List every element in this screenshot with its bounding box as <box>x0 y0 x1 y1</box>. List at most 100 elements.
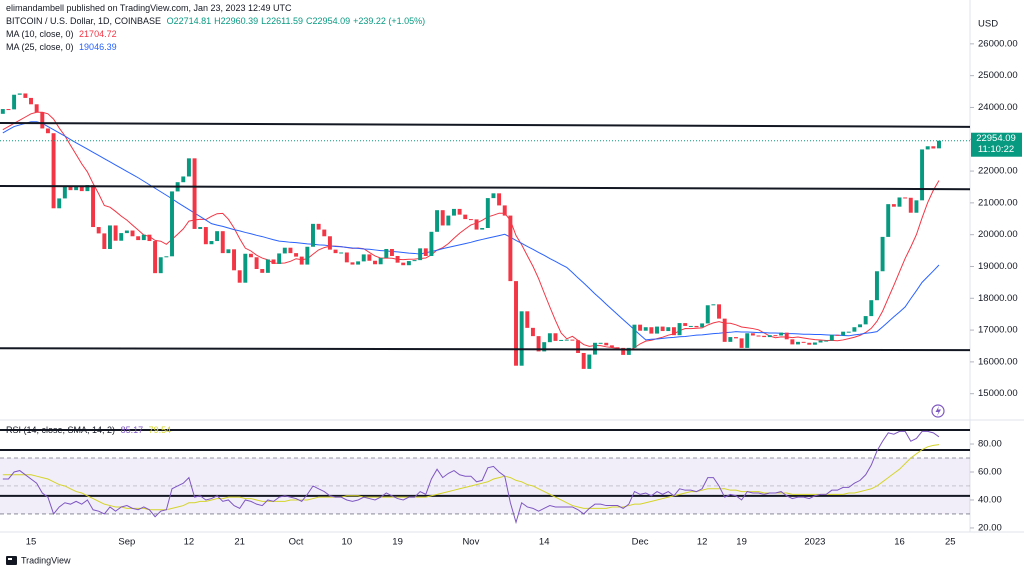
candle <box>119 233 124 241</box>
candle <box>553 333 558 341</box>
candle <box>660 326 665 332</box>
candle <box>192 158 197 229</box>
candle <box>688 325 693 327</box>
y-tick-label: 16000.00 <box>978 356 1018 367</box>
candle <box>265 259 270 273</box>
candle <box>226 249 231 254</box>
candle <box>0 109 5 114</box>
candle <box>576 340 581 353</box>
y-tick-label: 24000.00 <box>978 102 1018 113</box>
candle <box>852 327 857 332</box>
candle <box>671 327 676 336</box>
candle <box>203 227 208 245</box>
candle <box>243 253 248 283</box>
ohlc-value: O22714.81 <box>166 16 212 26</box>
candle <box>604 342 609 346</box>
candle <box>914 200 919 213</box>
candle <box>423 248 428 256</box>
candle <box>395 255 400 263</box>
attribution: elimandambell published on TradingView.c… <box>6 2 295 15</box>
x-tick-label: 14 <box>539 537 550 548</box>
y-tick-label: 80.00 <box>978 439 1002 450</box>
candle <box>649 327 654 334</box>
candle <box>931 146 936 149</box>
candle <box>113 225 118 241</box>
candle <box>908 197 913 213</box>
ohlc-value: C22954.09 <box>306 16 351 26</box>
candle <box>683 323 688 326</box>
candle <box>96 227 101 234</box>
candle <box>570 339 575 341</box>
candle <box>311 223 315 247</box>
candle <box>530 327 535 337</box>
x-tick-label: Nov <box>462 537 479 548</box>
countdown-label: 11:10:22 <box>978 144 1014 155</box>
candle <box>153 241 158 274</box>
candle <box>102 233 107 249</box>
candle <box>767 335 772 338</box>
candle <box>745 333 750 348</box>
rsi-line <box>2 430 940 525</box>
candle <box>801 341 806 343</box>
candle <box>51 133 56 209</box>
level-line <box>0 122 971 128</box>
y-tick-label: 19000.00 <box>978 261 1018 272</box>
candle <box>762 335 767 338</box>
candle <box>863 316 868 325</box>
candle <box>361 254 366 262</box>
y-tick-label: 25000.00 <box>978 70 1018 81</box>
symbol-legend: BITCOIN / U.S. Dollar, 1D, COINBASE O227… <box>6 15 431 28</box>
candle <box>34 104 39 113</box>
candle <box>232 249 237 271</box>
candle <box>248 253 253 258</box>
legend-value: 79.54 <box>148 425 172 435</box>
candle <box>700 323 705 328</box>
candle <box>68 186 73 191</box>
legend-value: 85.17 <box>120 425 144 435</box>
ma25-legend: MA (25, close, 0) 19046.39 <box>6 41 120 54</box>
logo-text: TradingView <box>21 555 71 565</box>
y-tick-label: 20.00 <box>978 522 1002 533</box>
candle <box>581 352 586 369</box>
candle <box>378 257 383 265</box>
candle <box>220 231 225 254</box>
candle <box>294 253 299 257</box>
candle <box>880 236 885 272</box>
candle <box>587 354 592 369</box>
candle <box>79 186 84 192</box>
candle <box>124 230 129 234</box>
candle <box>750 333 755 336</box>
candle <box>136 236 141 241</box>
candle <box>598 342 603 344</box>
last-price-box <box>971 132 1022 157</box>
candle <box>655 326 659 334</box>
candle <box>536 336 541 352</box>
candle <box>790 339 795 345</box>
candle <box>288 247 293 254</box>
legend-value: 21704.72 <box>79 29 117 39</box>
candle <box>835 334 840 336</box>
candle <box>717 304 722 319</box>
ma-line <box>2 111 940 352</box>
candle <box>485 198 490 228</box>
symbol-title: BITCOIN / U.S. Dollar, 1D, COINBASE <box>6 16 162 26</box>
candle <box>141 234 146 241</box>
candle <box>299 256 304 265</box>
candle <box>316 223 321 230</box>
candle <box>807 342 812 345</box>
candle <box>621 347 626 355</box>
candle <box>85 185 90 192</box>
candle <box>779 332 784 336</box>
candle <box>564 339 569 341</box>
ohlc-values: O22714.81 H22960.39 L22611.59 C22954.09 +239… <box>167 16 429 26</box>
y-axis-label: USD <box>978 19 998 30</box>
candle <box>91 185 96 228</box>
candle <box>45 128 50 134</box>
candle <box>384 248 389 258</box>
candle <box>181 176 186 183</box>
candle <box>638 324 643 331</box>
candle <box>401 262 406 266</box>
candle <box>12 94 17 110</box>
candle <box>147 234 152 242</box>
